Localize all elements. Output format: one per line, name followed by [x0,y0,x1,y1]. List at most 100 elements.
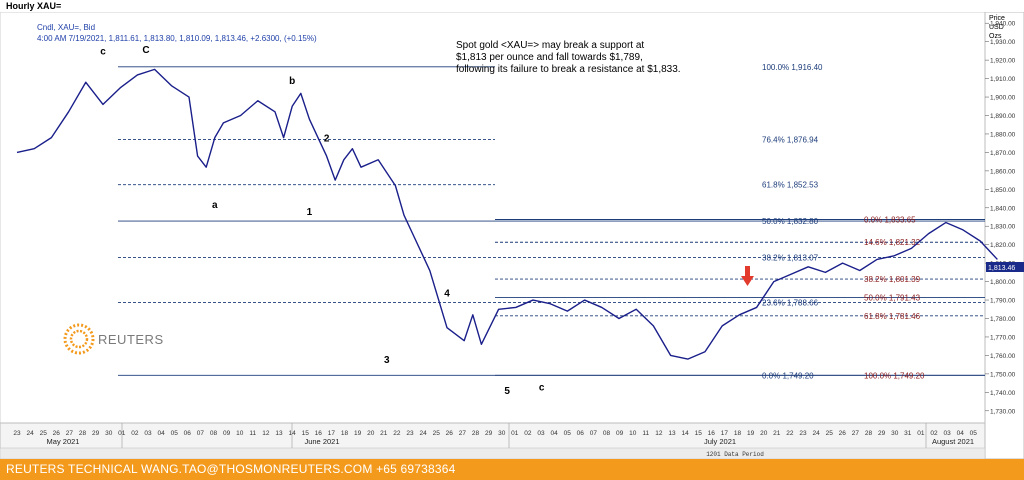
x-tick-label: 28 [472,430,480,437]
wave-label: c [539,382,545,393]
x-tick-label: 01 [511,430,519,437]
wave-label: 3 [384,355,390,366]
x-tick-label: 30 [105,430,113,437]
y-tick-label: 1,770.00 [990,334,1016,341]
price-line [16,68,998,360]
x-tick-label: 23 [13,430,21,437]
x-tick-label: 14 [681,430,689,437]
fib-right-level-label: 14.6% 1,821.32 [864,238,921,247]
wave-label: C [142,45,149,56]
x-tick-label: 25 [826,430,834,437]
x-tick-label: 05 [564,430,572,437]
y-axis-title-unit: Ozs [989,33,1002,40]
price-chart[interactable]: 1201 Data Period 100.0% 1,916.40 76.4% 1,… [0,12,1024,459]
y-tick-label: 1,830.00 [990,224,1016,231]
current-price-value: 1,813.46 [988,265,1015,272]
x-tick-label: 22 [393,430,401,437]
x-tick-label: 25 [40,430,48,437]
y-tick-label: 1,840.00 [990,205,1016,212]
x-tick-label: 31 [904,430,912,437]
data-period-label: 1201 Data Period [706,451,764,458]
x-tick-label: 28 [79,430,87,437]
x-tick-label: 19 [747,430,755,437]
wave-label: a [212,200,218,211]
x-tick-label: 17 [721,430,729,437]
x-tick-label: 13 [275,430,283,437]
x-tick-label: 16 [708,430,716,437]
x-tick-label: 03 [943,430,951,437]
x-tick-label: 02 [930,430,938,437]
x-tick-label: 16 [315,430,323,437]
wave-labels: c Ca b 2 1 4 3 5 c [100,45,545,397]
footer-contact: REUTERS TECHNICAL WANG.TAO@THOSMONREUTER… [6,462,456,476]
x-tick-label: 30 [891,430,899,437]
y-tick-label: 1,850.00 [990,187,1016,194]
current-price-tag [986,262,1024,272]
x-tick-label: 23 [406,430,414,437]
x-tick-label: 07 [197,430,205,437]
x-tick-label: 27 [66,430,74,437]
fib-level-label: 76.4% 1,876.94 [762,136,819,145]
fib-right-level-label: 38.2% 1,801.39 [864,275,921,284]
x-tick-label: 02 [131,430,139,437]
y-tick-label: 1,930.00 [990,39,1016,46]
x-tick-label: 29 [485,430,493,437]
x-tick-label: 13 [668,430,676,437]
y-tick-label: 1,780.00 [990,316,1016,323]
fib-right-level-label: 50.0% 1,791.43 [864,293,921,302]
y-tick-label: 1,800.00 [990,279,1016,286]
x-tick-label: 07 [590,430,598,437]
x-month-label: July 2021 [704,437,736,446]
y-tick-label: 1,910.00 [990,76,1016,83]
x-tick-label: 11 [642,430,649,437]
wave-label: 5 [504,386,510,397]
x-tick-label: 27 [459,430,467,437]
data-period-bar [0,447,986,459]
fib-level-label: 38.2% 1,813.07 [762,253,819,262]
y-tick-label: 1,740.00 [990,390,1016,397]
x-tick-label: 22 [786,430,794,437]
y-tick-label: 1,880.00 [990,131,1016,138]
y-tick-label: 1,860.00 [990,168,1016,175]
x-tick-label: 23 [799,430,807,437]
x-tick-label: 24 [812,430,820,437]
title-bar: Hourly XAU= [0,0,1024,12]
fib-level-label: 0.0% 1,749.20 [762,371,814,380]
x-tick-label: 08 [603,430,611,437]
x-tick-label: 24 [419,430,427,437]
down-arrow-icon [741,266,754,286]
x-tick-label: 09 [223,430,231,437]
reuters-logo-icon [63,323,95,355]
fib-right-level-label: 0.0% 1,833.65 [864,215,916,224]
x-tick-label: 26 [446,430,454,437]
wave-label: c [100,47,106,58]
y-tick-label: 1,760.00 [990,353,1016,360]
x-axis: 23 24 25 26 27 28 29 30 01 02 03 04 05 06 07 08 09 10 11 12… [13,423,977,448]
x-tick-label: 25 [433,430,441,437]
y-tick-label: 1,940.00 [990,21,1016,28]
window-title: Hourly XAU= [6,1,62,11]
x-tick-label: 29 [878,430,886,437]
fib-level-label: 100.0% 1,916.40 [762,63,823,72]
legend-ohlc: 4:00 AM 7/19/2021, 1,811.61, 1,813.80, 1… [37,34,317,43]
y-tick-label: 1,900.00 [990,95,1016,102]
x-tick-label: 01 [917,430,925,437]
x-tick-label: 10 [629,430,637,437]
y-axis-panel [984,12,1024,459]
y-axis-title-price: Price [989,15,1005,22]
fib-level-label: 61.8% 1,852.53 [762,181,819,190]
reuters-logo: REUTERS [57,318,166,360]
x-tick-label: 06 [577,430,585,437]
wave-label: 4 [444,288,450,299]
x-tick-label: 12 [655,430,663,437]
x-tick-label: 17 [328,430,336,437]
y-tick-label: 1,730.00 [990,408,1016,415]
x-tick-label: 26 [839,430,847,437]
x-tick-label: 24 [26,430,34,437]
y-tick-label: 1,920.00 [990,58,1016,65]
wave-label: 1 [307,207,313,218]
legend-series: Cndl, XAU=, Bid [37,23,95,32]
x-tick-label: 04 [957,430,965,437]
x-month-label: August 2021 [932,437,974,446]
x-tick-label: 06 [184,430,192,437]
